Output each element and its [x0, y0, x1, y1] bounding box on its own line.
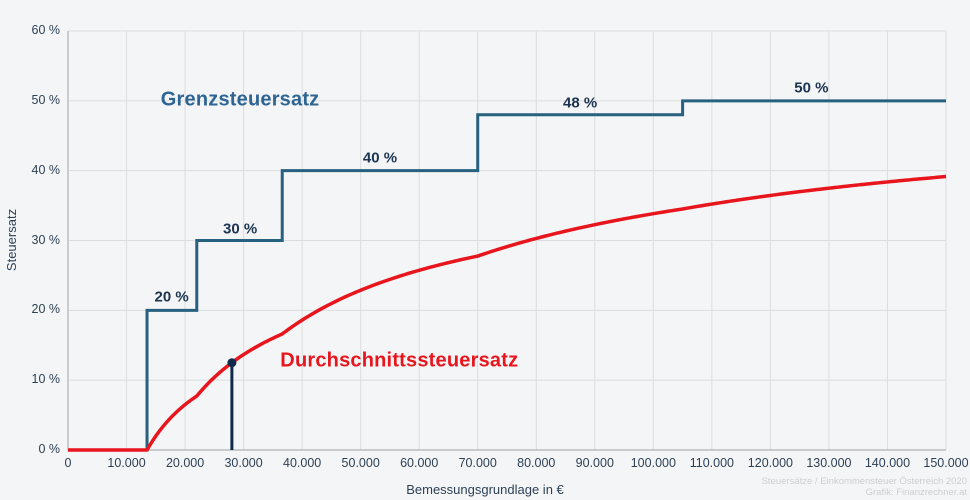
x-tick-label: 140.000	[864, 456, 911, 470]
average-rate-marker-dot	[227, 358, 237, 368]
y-tick-label: 40 %	[31, 162, 61, 177]
x-tick-label: 20.000	[165, 456, 205, 470]
y-tick-label: 30 %	[31, 232, 61, 247]
step-rate-label: 50 %	[794, 79, 829, 97]
x-tick-label: 60.000	[400, 456, 439, 470]
y-tick-label: 0 %	[38, 442, 60, 456]
x-tick-label: 30.000	[224, 456, 263, 470]
step-rate-label: 48 %	[563, 94, 598, 112]
x-tick-label: 70.000	[458, 456, 497, 470]
y-tick-label: 10 %	[31, 372, 61, 387]
x-tick-label: 0	[64, 456, 72, 470]
chart-canvas	[67, 30, 947, 452]
x-tick-label: 40.000	[283, 456, 322, 470]
x-tick-label: 10.000	[107, 456, 146, 470]
x-tick-label: 50.000	[341, 456, 380, 470]
grenzsteuersatz-series-label: Grenzsteuersatz	[160, 88, 320, 111]
x-axis-title: Bemessungsgrundlage in €	[406, 482, 564, 497]
attribution-source-line: Steuersätze / Einkommensteuer Österreich…	[761, 476, 967, 487]
plot-area: Grenzsteuersatz Durchschnittssteuersatz …	[67, 30, 947, 452]
x-tick-label: 100.000	[630, 456, 676, 470]
x-tick-label: 80.000	[517, 456, 556, 470]
x-tick-label: 130.000	[806, 456, 852, 470]
x-tick-label: 120.000	[747, 456, 793, 470]
attribution-credit-line: Grafik: Finanzrechner.at	[865, 487, 967, 498]
x-tick-label: 150.000	[923, 456, 969, 470]
y-tick-label: 50 %	[31, 92, 61, 107]
durchschnittssteuersatz-series-label: Durchschnittssteuersatz	[280, 349, 519, 372]
step-rate-label: 40 %	[362, 149, 398, 167]
y-tick-label: 20 %	[31, 302, 61, 317]
step-rate-label: 30 %	[222, 220, 258, 238]
y-tick-label: 60 %	[31, 23, 61, 37]
x-tick-label: 110.000	[689, 456, 734, 470]
attribution: Steuersätze / Einkommensteuer Österreich…	[762, 476, 967, 498]
step-rate-label: 20 %	[154, 288, 189, 306]
x-tick-label: 90.000	[575, 456, 614, 470]
